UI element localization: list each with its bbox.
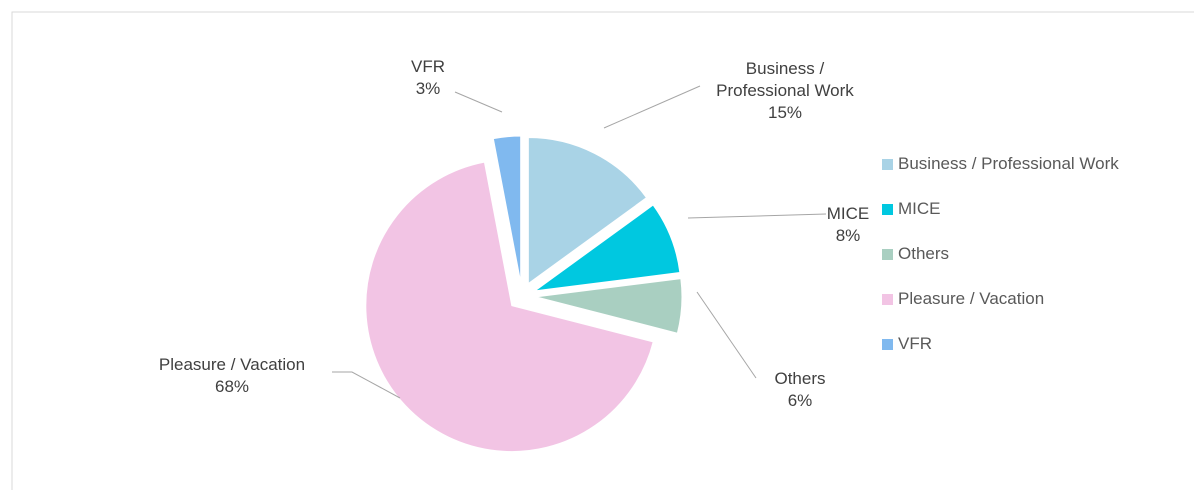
leader-line xyxy=(454,91,503,113)
data-label-name: Others xyxy=(774,369,826,388)
legend-label: VFR xyxy=(898,334,932,353)
legend-label: Others xyxy=(898,244,950,263)
pie-slice xyxy=(534,204,681,292)
data-label-name: Business / Professional Work xyxy=(716,59,854,100)
legend-swatch xyxy=(882,203,893,215)
legend-swatch xyxy=(882,248,893,260)
legend-label: MICE xyxy=(898,199,941,218)
data-label-value: 6% xyxy=(787,391,813,410)
data-label: Business / Professional Work 15% xyxy=(700,58,870,124)
legend-label: Pleasure / Vacation xyxy=(898,289,1045,308)
legend-swatch xyxy=(882,338,893,350)
frame xyxy=(11,11,1194,490)
pie-slice xyxy=(492,135,522,283)
data-label: Others 6% xyxy=(760,368,840,412)
legend-item: Others xyxy=(882,244,949,264)
pie-slice xyxy=(527,137,648,285)
data-label: MICE 8% xyxy=(818,203,878,247)
legend-item: VFR xyxy=(882,334,932,354)
data-label-name: VFR xyxy=(411,57,445,76)
data-label-value: 8% xyxy=(835,226,861,245)
pie-slice xyxy=(365,161,654,453)
data-label-value: 15% xyxy=(767,103,803,122)
data-label-value: 3% xyxy=(415,79,441,98)
pie-slice xyxy=(535,278,683,334)
leader-line xyxy=(687,213,827,219)
legend-item: MICE xyxy=(882,199,941,219)
leader-line xyxy=(603,85,701,129)
legend-item: Pleasure / Vacation xyxy=(882,289,1044,309)
legend-swatch xyxy=(882,158,893,170)
legend-label: Business / Professional Work xyxy=(898,154,1119,173)
data-label-value: 68% xyxy=(214,377,250,396)
data-label: Pleasure / Vacation 68% xyxy=(122,354,342,398)
data-label-name: MICE xyxy=(826,204,870,223)
leader-line xyxy=(332,371,401,399)
legend-swatch xyxy=(882,293,893,305)
leader-line xyxy=(696,291,757,379)
data-label: VFR 3% xyxy=(398,56,458,100)
data-label-name: Pleasure / Vacation xyxy=(158,355,306,374)
legend-item: Business / Professional Work xyxy=(882,154,1119,174)
